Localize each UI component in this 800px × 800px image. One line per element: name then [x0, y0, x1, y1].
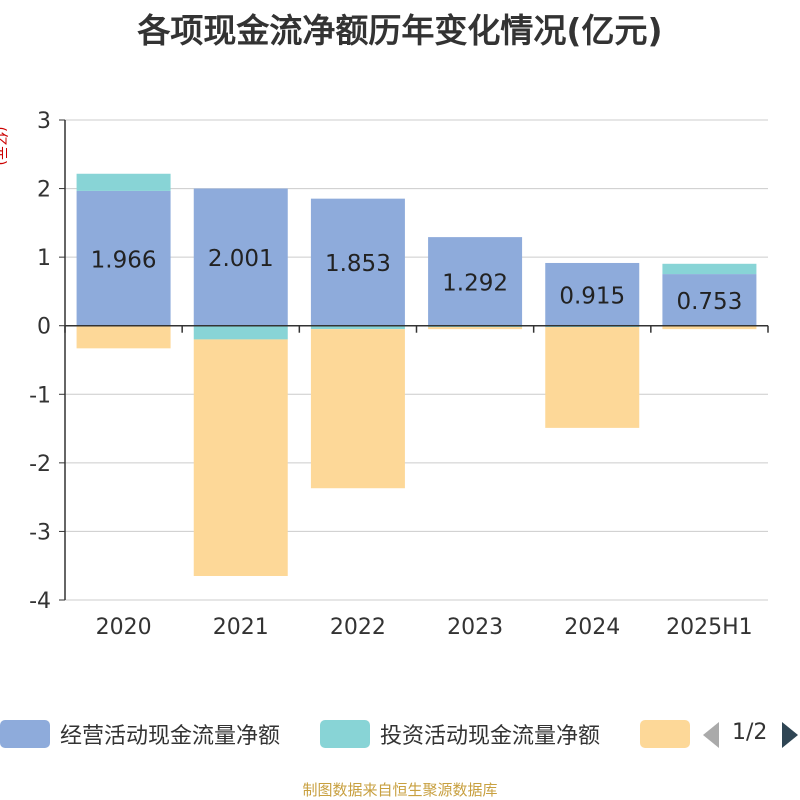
y-tick-label: 0 — [37, 315, 51, 340]
y-tick-label: 2 — [37, 178, 51, 203]
x-tick-label-2025H1: 2025H1 — [666, 615, 753, 640]
legend-item-financing[interactable] — [640, 714, 690, 754]
y-tick-label: 3 — [37, 109, 51, 134]
bar-chart: 3 2 1 0 -1 -2 -3 -4 1.966 2.001 1.853 1.292 0.915 0.7… — [29, 109, 769, 640]
bar-series-0-2023 — [428, 237, 523, 326]
legend-next-page-icon[interactable] — [782, 722, 798, 748]
bar-series-2-2021 — [193, 339, 288, 576]
legend-prev-page-icon[interactable] — [703, 722, 719, 748]
bar-series-0-2020 — [76, 190, 171, 326]
bar-series-0-2024 — [545, 262, 640, 326]
y-tick-label: -2 — [29, 452, 51, 477]
data-label-2024: 0.915 — [559, 283, 625, 309]
bar-series-2-2024 — [545, 327, 640, 428]
y-tick-label: -1 — [29, 383, 51, 408]
y-tick-label: -4 — [29, 589, 51, 614]
x-tick-label-2022: 2022 — [330, 615, 386, 640]
x-tick-label-2024: 2024 — [564, 615, 620, 640]
data-source-note: 制图数据来自恒生聚源数据库 — [302, 781, 498, 799]
legend-swatch-operating — [0, 720, 50, 748]
data-label-2021: 2.001 — [208, 246, 274, 272]
legend-swatch-investing — [320, 720, 370, 748]
x-tick-label-2020: 2020 — [96, 615, 152, 640]
bar-series-1-2020 — [76, 173, 171, 191]
bar-series-2-2023 — [428, 327, 523, 330]
legend-swatch-financing — [640, 720, 690, 748]
bar-series-1-2021 — [193, 325, 288, 340]
data-label-2023: 1.292 — [442, 270, 508, 296]
y-tick-label: -3 — [29, 520, 51, 545]
data-label-2020: 1.966 — [91, 247, 157, 273]
bar-series-0-2022 — [310, 198, 405, 326]
bar-series-2-2025H1 — [662, 325, 757, 330]
data-label-2025H1: 0.753 — [676, 289, 742, 315]
chart-title: 各项现金流净额历年变化情况(亿元) — [137, 11, 663, 50]
bar-series-0-2021 — [193, 188, 288, 326]
bar-series-1-2025H1 — [662, 263, 757, 275]
y-tick-label: 1 — [37, 246, 51, 271]
bar-series-0-2025H1 — [662, 274, 757, 326]
data-label-2022: 1.853 — [325, 251, 391, 277]
bar-series-1-2022 — [310, 325, 405, 330]
bar-series-2-2022 — [310, 329, 405, 489]
legend-label-investing: 投资活动现金流量净额 — [380, 724, 601, 749]
legend: 经营活动现金流量净额 投资活动现金流量净额 1/2 — [0, 714, 800, 754]
x-tick-label-2021: 2021 — [213, 615, 269, 640]
legend-item-investing[interactable]: 投资活动现金流量净额 — [320, 714, 630, 754]
bar-series-2-2020 — [76, 325, 171, 349]
legend-label-operating: 经营活动现金流量净额 — [60, 724, 281, 749]
legend-item-operating[interactable]: 经营活动现金流量净额 — [0, 714, 310, 754]
legend-page-indicator: 1/2 — [732, 720, 768, 745]
x-tick-label-2023: 2023 — [447, 615, 503, 640]
